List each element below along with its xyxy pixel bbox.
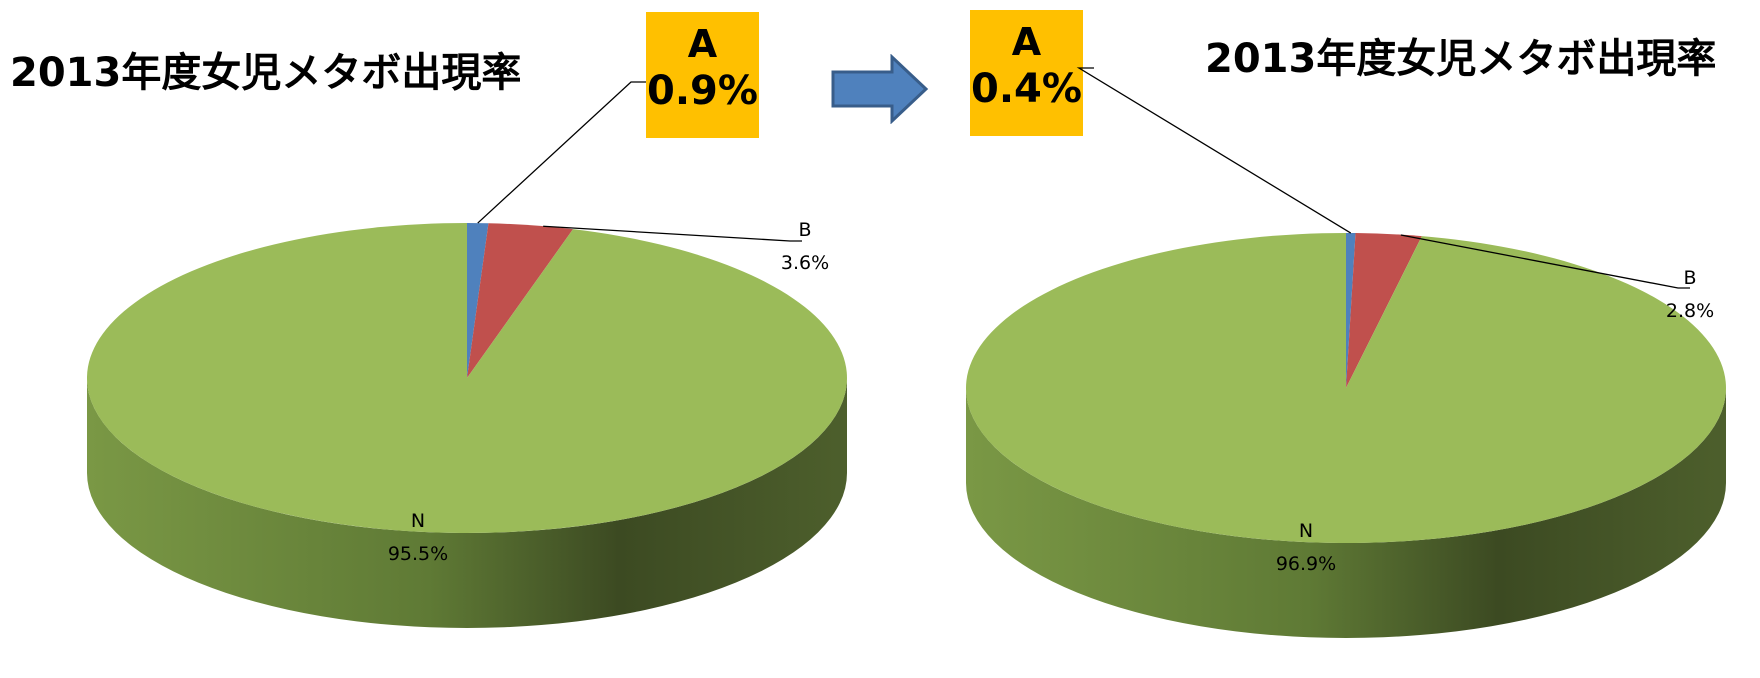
pie-chart-left: B 3.6% N 95.5% xyxy=(87,82,847,628)
pie-slice-n xyxy=(966,233,1726,543)
data-label-n-value: 95.5% xyxy=(388,543,448,565)
data-label-b-value: 3.6% xyxy=(781,252,829,274)
pie-slice-n xyxy=(87,223,847,533)
data-label-b-name: B xyxy=(798,219,811,241)
data-label-b-name: B xyxy=(1683,267,1696,289)
data-label-n-name: N xyxy=(411,510,425,532)
data-label-n-name: N xyxy=(1299,520,1313,542)
leader-line-a xyxy=(478,82,646,223)
leader-line-a xyxy=(1079,68,1351,233)
data-label-n-value: 96.9% xyxy=(1276,553,1336,575)
pie-chart-right: B 2.8% N 96.9% xyxy=(966,68,1726,638)
data-label-b-value: 2.8% xyxy=(1666,300,1714,322)
